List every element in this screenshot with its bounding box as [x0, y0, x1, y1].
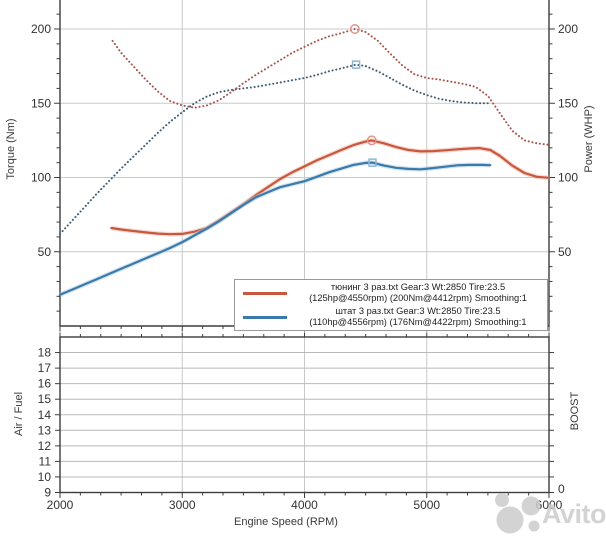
series-power-stock — [58, 161, 492, 296]
legend-stock-line1: штат 3 раз.txt Gear:3 Wt:2850 Tire:23.5 — [335, 305, 501, 316]
legend-line-sample-tuned — [243, 291, 287, 295]
tick-label: 4000 — [291, 498, 318, 512]
avito-watermark-text: Avito — [542, 499, 606, 529]
legend-stock-line2: (110hp@4556rpm) (176Nm@4422rpm) Smoothin… — [309, 317, 527, 327]
tick-label: 150 — [558, 96, 578, 110]
tick-label: 50 — [558, 245, 572, 259]
legend-line-sample-stock — [243, 315, 287, 319]
tick-label: 17 — [38, 361, 52, 375]
tick-label: 100 — [31, 171, 51, 185]
tick-labels: 5010015020050100150200910111213141516171… — [31, 22, 578, 512]
boost-zero-tick-label: 0 — [558, 482, 565, 496]
peak-marker-power-tuned — [366, 135, 377, 146]
tick-label: 200 — [558, 22, 578, 36]
tick-label: 14 — [38, 408, 52, 422]
tick-label: 10 — [38, 470, 52, 484]
legend: тюнинг 3 раз.txt Gear:3 Wt:2850 Tire:23.… — [234, 279, 548, 331]
boost-axis-title: BOOST — [569, 391, 581, 430]
tick-label: 50 — [38, 245, 52, 259]
series-torque-stock — [59, 63, 489, 235]
series-layer — [58, 24, 551, 297]
power-axis-title: Power (WHP) — [583, 105, 595, 172]
tick-label: 13 — [38, 423, 52, 437]
grid-layer — [60, 0, 549, 493]
peak-marker-torque-stock — [351, 60, 361, 69]
tick-label: 2000 — [47, 498, 74, 512]
tick-label: 6000 — [536, 498, 563, 512]
tick-label: 100 — [558, 171, 578, 185]
legend-text-tuned: тюнинг 3 раз.txt Gear:3 Wt:2850 Tire:23.… — [291, 282, 545, 305]
legend-entry-tuned: тюнинг 3 раз.txt Gear:3 Wt:2850 Tire:23.… — [237, 281, 545, 305]
series-power-tuned — [110, 139, 551, 236]
peak-marker-power-stock — [368, 158, 377, 167]
tick-label: 18 — [38, 346, 52, 360]
tick-label: 15 — [38, 392, 52, 406]
tick-label: 11 — [39, 454, 52, 468]
legend-text-stock: штат 3 раз.txt Gear:3 Wt:2850 Tire:23.5 … — [291, 306, 545, 329]
series-torque-tuned — [111, 28, 550, 146]
legend-tuned-line2: (125hp@4550rpm) (200Nm@4412rpm) Smoothin… — [309, 293, 527, 303]
tick-label: 16 — [38, 377, 52, 391]
tick-label: 12 — [38, 439, 52, 453]
peak-marker-torque-tuned — [349, 24, 360, 34]
tick-label: 5000 — [413, 498, 440, 512]
tick-label: 9 — [44, 486, 51, 500]
tick-label: 200 — [31, 22, 51, 36]
avito-logo-icon — [495, 493, 541, 534]
tick-label: 150 — [31, 96, 51, 110]
air-fuel-axis-title: Air / Fuel — [13, 392, 25, 436]
legend-tuned-line1: тюнинг 3 раз.txt Gear:3 Wt:2850 Tire:23.… — [330, 281, 506, 292]
tick-label: 3000 — [169, 498, 196, 512]
legend-entry-stock: штат 3 раз.txt Gear:3 Wt:2850 Tire:23.5 … — [237, 305, 545, 329]
torque-axis-title: Torque (Nm) — [5, 118, 17, 179]
engine-speed-axis-title: Engine Speed (RPM) — [234, 516, 338, 528]
avito-watermark: Avito — [478, 485, 606, 540]
